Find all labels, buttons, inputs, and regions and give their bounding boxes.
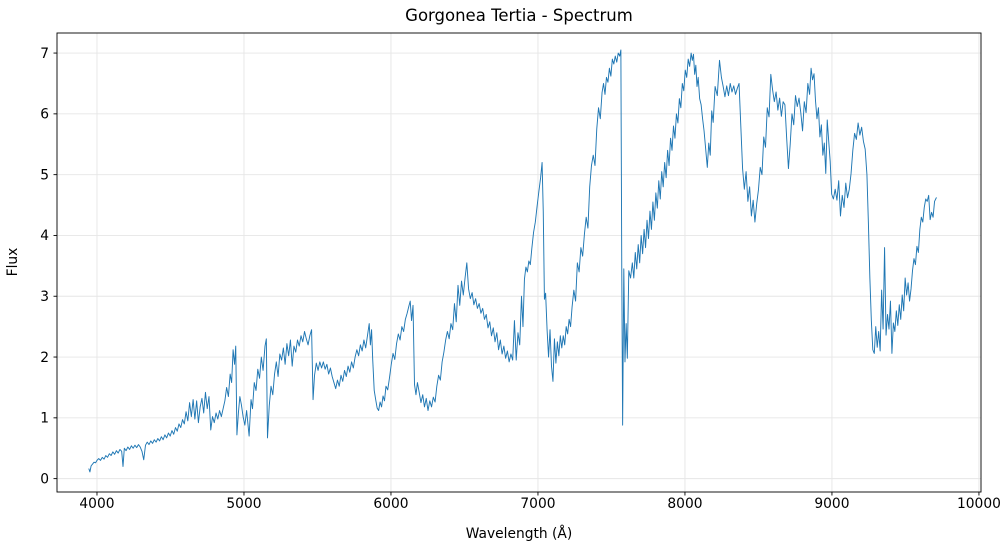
x-tick-label: 8000	[667, 496, 702, 512]
x-tick-label: 6000	[373, 496, 408, 512]
x-tick-label: 7000	[520, 496, 555, 512]
y-tick-label: 2	[40, 350, 49, 366]
y-axis-label: Flux	[5, 248, 21, 277]
x-tick-label: 10000	[957, 496, 1001, 512]
grid-lines	[57, 33, 981, 492]
axis-ticks	[53, 52, 980, 496]
axes-spines	[56, 32, 982, 493]
y-tick-label: 4	[40, 228, 49, 244]
tick-labels: 4000 5000 6000 7000 8000 9000 10000 0 1 2 3 4 5 6 7	[40, 46, 1001, 512]
y-tick-label: 7	[40, 46, 49, 62]
x-tick-label: 4000	[79, 496, 114, 512]
y-tick-label: 1	[40, 411, 49, 427]
y-tick-label: 5	[40, 167, 49, 183]
x-tick-label: 5000	[226, 496, 261, 512]
x-axis-label: Wavelength (Å)	[466, 525, 572, 542]
y-tick-label: 6	[40, 107, 49, 123]
x-tick-label: 9000	[814, 496, 849, 512]
spectrum-line	[88, 49, 937, 473]
y-tick-label: 3	[40, 289, 49, 305]
chart-title: Gorgonea Tertia - Spectrum	[405, 6, 633, 25]
y-tick-label: 0	[40, 471, 49, 487]
